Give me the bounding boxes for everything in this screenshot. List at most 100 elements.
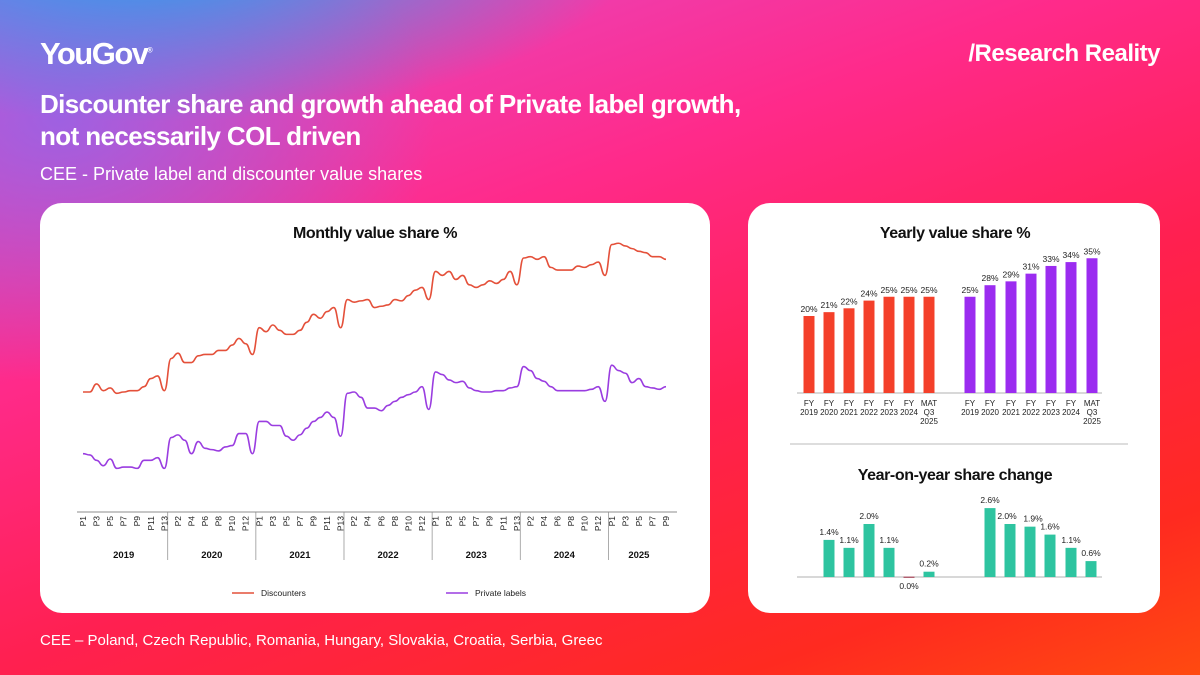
yoy-bar bbox=[1085, 561, 1097, 577]
yearly-category-label: Q3 bbox=[924, 408, 935, 417]
yearly-category-label: Q3 bbox=[1087, 408, 1098, 417]
yearly-category-label: 2020 bbox=[820, 408, 838, 417]
title-line-2: not necessarily COL driven bbox=[40, 121, 361, 151]
monthly-chart-title: Monthly value share % bbox=[293, 225, 457, 242]
yearly-category-label: FY bbox=[844, 399, 855, 408]
x-tick-label: P4 bbox=[186, 516, 196, 527]
yearly-category-label: 2025 bbox=[1083, 417, 1101, 426]
year-label: 2023 bbox=[466, 550, 487, 561]
yearly-bar bbox=[1086, 258, 1098, 393]
yearly-chart-title: Yearly value share % bbox=[880, 225, 1031, 242]
footnote: CEE – Poland, Czech Republic, Romania, H… bbox=[40, 632, 603, 649]
yoy-bar bbox=[843, 547, 855, 577]
yearly-data-label: 28% bbox=[981, 273, 998, 283]
year-label: 2019 bbox=[113, 550, 134, 561]
yoy-bar bbox=[1024, 526, 1036, 577]
tagline: /Research Reality bbox=[968, 40, 1160, 67]
yearly-category-label: MAT bbox=[921, 399, 937, 408]
yearly-data-label: 20% bbox=[800, 304, 817, 314]
x-tick-label: P6 bbox=[553, 516, 563, 527]
yoy-bar bbox=[883, 547, 895, 577]
yearly-category-label: FY bbox=[1046, 399, 1057, 408]
title-line-1: Discounter share and growth ahead of Pri… bbox=[40, 89, 741, 119]
logo-text: YouGov bbox=[40, 36, 149, 71]
yoy-bar bbox=[823, 539, 835, 577]
yoy-data-label: 1.1% bbox=[1061, 535, 1081, 545]
x-tick-label: P4 bbox=[363, 516, 373, 527]
yoy-data-label: 0.0% bbox=[899, 581, 919, 591]
yearly-category-label: 2021 bbox=[840, 408, 858, 417]
yearly-data-label: 25% bbox=[880, 285, 897, 295]
x-tick-label: P7 bbox=[647, 516, 657, 527]
yoy-bar bbox=[923, 571, 935, 577]
x-tick-label: P9 bbox=[485, 516, 495, 527]
yearly-data-label: 35% bbox=[1083, 246, 1100, 256]
yearly-bar bbox=[1005, 281, 1017, 393]
yearly-category-label: FY bbox=[904, 399, 915, 408]
x-tick-label: P10 bbox=[227, 516, 237, 531]
yearly-data-label: 22% bbox=[840, 296, 857, 306]
yearly-bar bbox=[883, 296, 895, 393]
x-tick-label: P7 bbox=[471, 516, 481, 527]
x-tick-label: P5 bbox=[458, 516, 468, 527]
yoy-bar bbox=[903, 576, 915, 578]
yearly-category-label: 2019 bbox=[800, 408, 818, 417]
yearly-data-label: 24% bbox=[860, 289, 877, 299]
x-tick-label: P11 bbox=[146, 516, 156, 531]
yearly-category-label: FY bbox=[965, 399, 976, 408]
x-tick-label: P13 bbox=[512, 516, 522, 531]
yoy-bar bbox=[1044, 534, 1056, 577]
yearly-bar bbox=[903, 296, 915, 393]
yearly-category-label: 2022 bbox=[860, 408, 878, 417]
legend-label: Private labels bbox=[475, 588, 526, 598]
yearly-category-label: 2024 bbox=[1062, 408, 1080, 417]
x-tick-label: P1 bbox=[431, 516, 441, 527]
yoy-chart: 1.4%1.1%2.0%1.1%0.0%0.2%2.6%2.0% 1.9%1.6%… bbox=[797, 495, 1102, 591]
legend-label: Discounters bbox=[261, 588, 306, 598]
x-tick-label: P12 bbox=[241, 516, 251, 531]
yearly-category-label: FY bbox=[824, 399, 835, 408]
yoy-chart-title: Year-on-year share change bbox=[858, 467, 1053, 484]
yearly-category-label: 2023 bbox=[880, 408, 898, 417]
x-tick-label: P3 bbox=[620, 516, 630, 527]
x-tick-label: P2 bbox=[173, 516, 183, 527]
yearly-category-label: 2022 bbox=[1022, 408, 1040, 417]
yearly-category-label: FY bbox=[1066, 399, 1077, 408]
yoy-bar bbox=[1004, 524, 1016, 577]
x-tick-label: P7 bbox=[295, 516, 305, 527]
yearly-bar bbox=[964, 296, 976, 393]
yearly-bar bbox=[984, 285, 996, 393]
yearly-category-label: FY bbox=[884, 399, 895, 408]
year-label: 2025 bbox=[628, 550, 650, 561]
yearly-category-label: 2019 bbox=[961, 408, 979, 417]
x-tick-label: P8 bbox=[390, 516, 400, 527]
yearly-category-label: MAT bbox=[1084, 399, 1100, 408]
year-label: 2022 bbox=[377, 550, 398, 561]
x-tick-label: P13 bbox=[336, 516, 346, 531]
x-tick-label: P7 bbox=[119, 516, 129, 527]
yearly-data-label: 29% bbox=[1002, 269, 1019, 279]
yearly-data-label: 25% bbox=[961, 285, 978, 295]
yearly-category-label: 2025 bbox=[920, 417, 938, 426]
x-tick-label: P1 bbox=[607, 516, 617, 527]
x-tick-label: P11 bbox=[322, 516, 332, 531]
x-tick-label: P1 bbox=[78, 516, 88, 527]
x-tick-label: P5 bbox=[634, 516, 644, 527]
yearly-data-label: 21% bbox=[820, 300, 837, 310]
yougov-logo: YouGov® bbox=[40, 36, 153, 72]
yearly-category-label: FY bbox=[1006, 399, 1017, 408]
x-tick-label: P10 bbox=[580, 516, 590, 531]
yearly-category-label: FY bbox=[864, 399, 875, 408]
x-tick-label: P12 bbox=[417, 516, 427, 531]
x-tick-label: P3 bbox=[92, 516, 102, 527]
yoy-data-label: 2.0% bbox=[997, 511, 1017, 521]
yearly-category-label: 2020 bbox=[981, 408, 999, 417]
page-title: Discounter share and growth ahead of Pri… bbox=[40, 88, 741, 152]
year-label: 2021 bbox=[289, 550, 311, 561]
yearly-category-label: FY bbox=[1026, 399, 1037, 408]
yoy-data-label: 2.6% bbox=[980, 495, 1000, 505]
yoy-data-label: 1.6% bbox=[1040, 522, 1060, 532]
yearly-chart: 20%FY201921%FY202022%FY202124%FY202225%F… bbox=[797, 246, 1102, 426]
